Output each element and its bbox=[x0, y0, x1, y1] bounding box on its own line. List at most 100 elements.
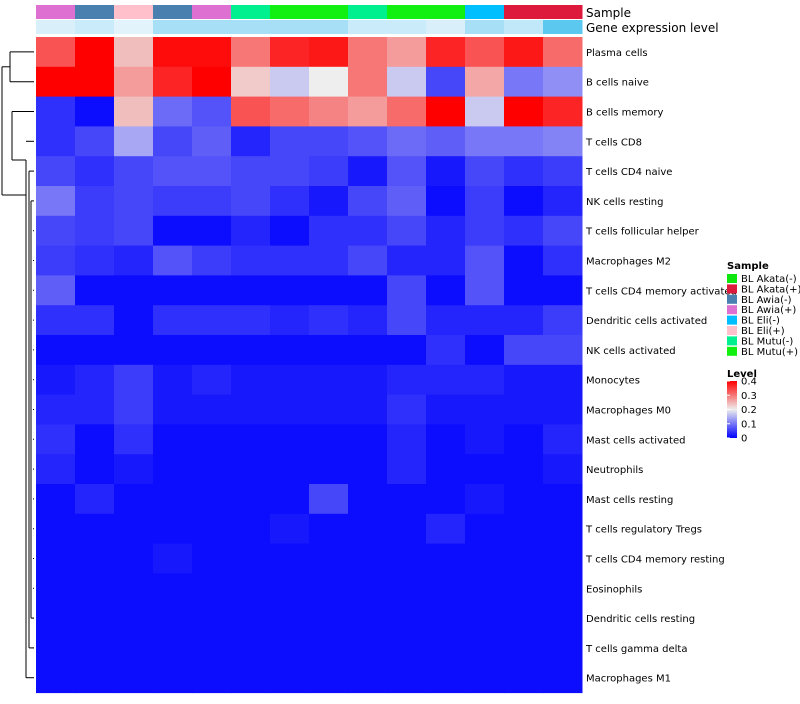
heatmap-cell bbox=[114, 662, 154, 694]
heatmap-cell bbox=[36, 215, 76, 247]
heatmap-cell bbox=[231, 603, 271, 634]
heatmap-cell bbox=[348, 275, 388, 306]
heatmap-cell bbox=[75, 603, 115, 634]
sample-annotation-cell bbox=[114, 5, 154, 19]
level-tick-label: 0.2 bbox=[741, 405, 757, 416]
heatmap-cell bbox=[36, 364, 76, 396]
row-label-t-cells-cd4-memory-activated: T cells CD4 memory activated bbox=[585, 286, 737, 297]
heatmap-cell bbox=[348, 335, 388, 366]
row-label-neutrophils: Neutrophils bbox=[586, 465, 643, 476]
heatmap-cell bbox=[192, 96, 232, 127]
heatmap-cell bbox=[114, 484, 154, 515]
heatmap-cell bbox=[75, 215, 115, 247]
heatmap-cell bbox=[231, 275, 271, 306]
heatmap-cell bbox=[309, 364, 349, 396]
heatmap-cell bbox=[153, 454, 193, 485]
heatmap-cell bbox=[543, 454, 583, 485]
row-dendrogram bbox=[1, 51, 34, 679]
heatmap-cell bbox=[309, 245, 349, 276]
heatmap-cell bbox=[36, 603, 76, 634]
heatmap-cell bbox=[231, 37, 271, 68]
legend-swatch-bl-mutu bbox=[727, 336, 737, 346]
heatmap-cell bbox=[465, 513, 505, 545]
heatmap-cell bbox=[192, 543, 232, 574]
heatmap-cell bbox=[387, 484, 427, 515]
heatmap-cell bbox=[75, 662, 115, 694]
heatmap-cell bbox=[426, 543, 466, 574]
sample-annotation-cell bbox=[309, 5, 349, 19]
heatmap-cell bbox=[543, 662, 583, 694]
heatmap-cell bbox=[543, 484, 583, 515]
legend-swatch-bl-eli bbox=[727, 326, 737, 335]
heatmap-cell bbox=[426, 126, 466, 157]
level-annotation-cell bbox=[504, 20, 544, 34]
heatmap-cell bbox=[153, 424, 193, 455]
heatmap-cell bbox=[348, 215, 388, 247]
row-label-eosinophils: Eosinophils bbox=[586, 584, 642, 595]
heatmap-cell bbox=[465, 394, 505, 425]
heatmap-cell bbox=[270, 96, 310, 127]
heatmap-cell bbox=[75, 305, 115, 336]
heatmap-cell bbox=[114, 573, 154, 604]
heatmap-cell bbox=[153, 335, 193, 366]
heatmap-cell bbox=[153, 513, 193, 545]
heatmap-cell bbox=[426, 96, 466, 127]
level-annotation-cell bbox=[465, 20, 505, 34]
heatmap-cell bbox=[465, 126, 505, 157]
heatmap-cell bbox=[75, 364, 115, 396]
legend-label-bl-akata: BL Akata(+) bbox=[741, 284, 800, 295]
heatmap-cell bbox=[504, 126, 544, 157]
heatmap-cell bbox=[387, 275, 427, 306]
heatmap-cell bbox=[270, 37, 310, 68]
heatmap-cell bbox=[36, 662, 76, 694]
heatmap-cell bbox=[465, 543, 505, 574]
heatmap-cell bbox=[192, 394, 232, 425]
heatmap-cell bbox=[309, 603, 349, 634]
heatmap-cell bbox=[465, 424, 505, 455]
heatmap-cell bbox=[192, 66, 232, 98]
level-annotation-cell bbox=[114, 20, 154, 34]
heatmap-cell bbox=[36, 633, 76, 664]
heatmap-cell bbox=[348, 424, 388, 455]
heatmap-cell bbox=[114, 454, 154, 485]
heatmap-cell bbox=[426, 454, 466, 485]
heatmap-cell bbox=[426, 573, 466, 604]
sample-legend-title: Sample bbox=[727, 261, 769, 272]
heatmap-cell bbox=[153, 96, 193, 127]
heatmap-cell bbox=[465, 37, 505, 68]
legend-label-bl-eli: BL Eli(+) bbox=[741, 326, 785, 337]
heatmap-cell bbox=[114, 156, 154, 187]
sample-annotation-cell bbox=[231, 5, 271, 19]
level-annotation-cell bbox=[270, 20, 310, 34]
heatmap-cell bbox=[270, 335, 310, 366]
heatmap-cell bbox=[75, 454, 115, 485]
heatmap-cell bbox=[270, 603, 310, 634]
heatmap-cell bbox=[465, 335, 505, 366]
heatmap-cell bbox=[192, 156, 232, 187]
heatmap-cell bbox=[426, 424, 466, 455]
heatmap-cell bbox=[270, 662, 310, 694]
heatmap-cell bbox=[270, 156, 310, 187]
level-annotation-cell bbox=[75, 20, 115, 34]
heatmap-cell bbox=[36, 573, 76, 604]
heatmap-cell bbox=[426, 66, 466, 98]
heatmap-cell bbox=[465, 662, 505, 694]
heatmap-cell bbox=[153, 633, 193, 664]
heatmap-cell bbox=[153, 37, 193, 68]
heatmap-cell bbox=[348, 126, 388, 157]
level-annotation-cell bbox=[231, 20, 271, 34]
heatmap-cell bbox=[504, 513, 544, 545]
heatmap-cell bbox=[465, 156, 505, 187]
heatmap-cell bbox=[192, 573, 232, 604]
heatmap-cell bbox=[426, 633, 466, 664]
row-label-t-cells-cd8: T cells CD8 bbox=[585, 137, 642, 148]
heatmap-cell bbox=[465, 245, 505, 276]
heatmap-cell bbox=[114, 215, 154, 247]
level-annotation-cell bbox=[387, 20, 427, 34]
heatmap-cell bbox=[426, 484, 466, 515]
heatmap-cell bbox=[426, 156, 466, 187]
heatmap-cell bbox=[348, 37, 388, 68]
level-legend-title: Level bbox=[727, 369, 757, 380]
heatmap-cell bbox=[231, 186, 271, 217]
heatmap-cell bbox=[348, 573, 388, 604]
